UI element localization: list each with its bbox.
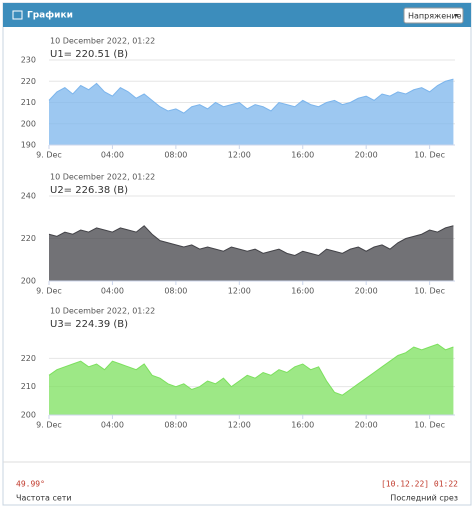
x-tick-label: 12:00 [228, 287, 251, 296]
y-tick-label: 210 [21, 98, 36, 107]
x-tick-label: 20:00 [355, 287, 378, 296]
y-tick-label: 220 [21, 234, 36, 243]
chart-title: U1= 220.51 (B) [50, 49, 128, 60]
y-tick-label: 240 [21, 192, 36, 201]
x-tick-label: 9. Dec [36, 287, 62, 296]
x-tick-label: 08:00 [164, 151, 187, 160]
x-tick-label: 9. Dec [36, 151, 62, 160]
y-tick-label: 200 [21, 119, 36, 128]
y-tick-label: 220 [21, 354, 36, 363]
chart-subtitle: 10 December 2022, 01:22 [50, 307, 155, 316]
x-tick-label: 08:00 [164, 421, 187, 430]
x-tick-label: 20:00 [355, 151, 378, 160]
x-tick-label: 12:00 [228, 421, 251, 430]
x-tick-label: 16:00 [291, 287, 314, 296]
x-tick-label: 04:00 [101, 421, 124, 430]
x-tick-label: 16:00 [291, 151, 314, 160]
chart-title: U3= 224.39 (B) [50, 319, 128, 330]
chart-icon [12, 10, 23, 20]
y-tick-label: 190 [21, 141, 36, 150]
y-tick-label: 200 [21, 411, 36, 420]
y-tick-label: 200 [21, 277, 36, 286]
y-tick-label: 210 [21, 382, 36, 391]
dropdown-label[interactable]: Напряжение [408, 12, 462, 21]
area [49, 344, 454, 415]
chart-subtitle: 10 December 2022, 01:22 [50, 37, 155, 46]
x-tick-label: 16:00 [291, 421, 314, 430]
y-tick-label: 220 [21, 77, 36, 86]
last-label: Последний срез [390, 494, 458, 503]
x-tick-label: 10. Dec [414, 421, 445, 430]
panel-header [3, 3, 471, 27]
last-time: [10.12.22] 01:22 [381, 480, 458, 489]
frequency-label: Частота сети [16, 494, 72, 503]
area [49, 79, 454, 145]
area-line [48, 343, 454, 396]
x-tick-label: 04:00 [101, 151, 124, 160]
area-line [48, 225, 454, 257]
header-title: Графики [27, 11, 73, 21]
x-tick-label: 10. Dec [414, 151, 445, 160]
x-tick-label: 12:00 [228, 151, 251, 160]
x-tick-label: 20:00 [355, 421, 378, 430]
area-line [48, 78, 454, 114]
chart-title: U2= 226.38 (B) [50, 185, 128, 196]
dropdown[interactable] [403, 7, 464, 24]
y-tick-label: 230 [21, 56, 36, 65]
x-tick-label: 10. Dec [414, 287, 445, 296]
x-tick-label: 08:00 [164, 287, 187, 296]
x-tick-label: 04:00 [101, 287, 124, 296]
frequency: 49.99° [16, 480, 45, 489]
chart-subtitle: 10 December 2022, 01:22 [50, 173, 155, 182]
area [49, 225, 454, 281]
x-tick-label: 9. Dec [36, 421, 62, 430]
dropdown-arrow[interactable] [454, 14, 458, 17]
